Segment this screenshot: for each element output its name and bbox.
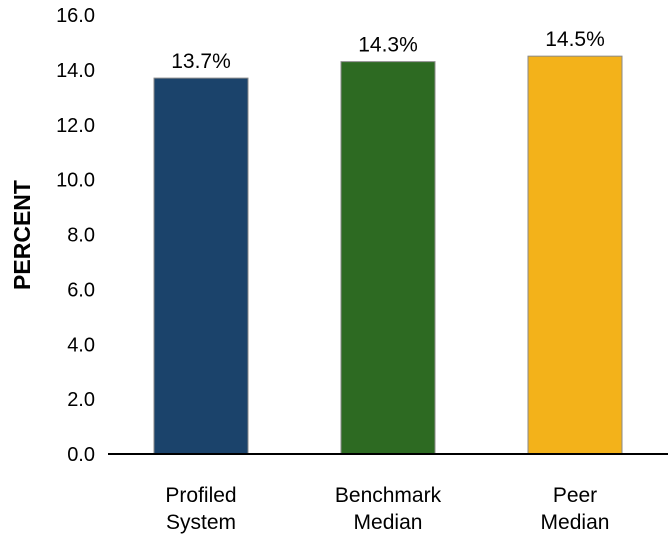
y-tick-label: 2.0 (67, 389, 95, 411)
bar (527, 55, 623, 455)
y-tick-label: 4.0 (67, 334, 95, 356)
y-tick-label: 10.0 (56, 170, 95, 192)
x-axis-categories: Profiled System Benchmark Median Peer Median (165, 484, 609, 534)
y-tick-label: 0.0 (67, 444, 95, 466)
y-tick-label: 6.0 (67, 279, 95, 301)
y-tick-label: 16.0 (56, 5, 95, 27)
bar (340, 61, 436, 455)
bars (153, 55, 623, 455)
y-axis: 0.0 2.0 4.0 6.0 8.0 10.0 12.0 14.0 16.0 (56, 5, 95, 466)
data-label: 13.7% (171, 50, 231, 73)
x-tick-label: Benchmark Median (335, 484, 442, 534)
x-tick-label: Peer Median (541, 484, 610, 534)
bar (153, 77, 249, 455)
data-label: 14.3% (358, 34, 418, 57)
y-tick-label: 12.0 (56, 115, 95, 137)
x-tick-label: Profiled System (165, 484, 236, 534)
value-labels: 13.7% 14.3% 14.5% (171, 28, 605, 73)
y-tick-label: 8.0 (67, 225, 95, 247)
data-label: 14.5% (545, 28, 605, 51)
y-axis-title: PERCENT (9, 180, 35, 290)
y-tick-label: 14.0 (56, 60, 95, 82)
